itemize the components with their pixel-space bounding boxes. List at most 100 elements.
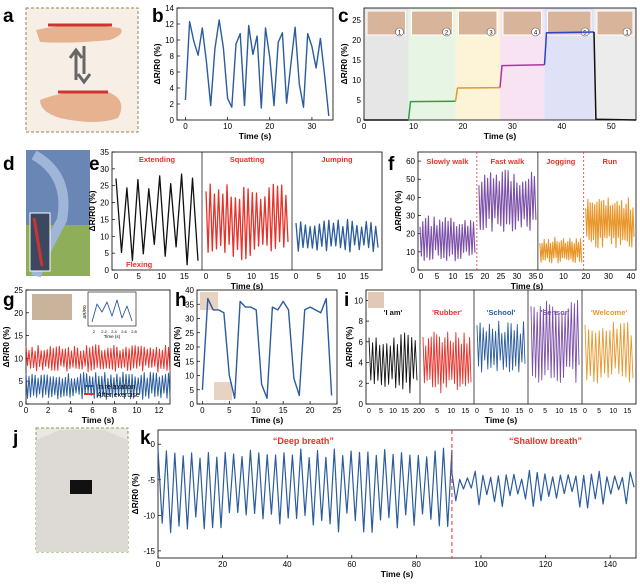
- wrist-photo: [32, 294, 72, 320]
- y-tick-label: 0: [411, 266, 416, 275]
- x-axis-title: Time (s): [484, 131, 517, 141]
- posture-number: 1: [398, 31, 402, 37]
- x-axis-title: Time (s): [231, 281, 264, 291]
- x-tick-label: 20: [480, 272, 489, 281]
- series-line-f: [539, 236, 583, 264]
- series-line-i: [422, 331, 472, 394]
- x-axis-title: Time (s): [239, 131, 272, 141]
- x-tick-label: 0: [421, 408, 425, 415]
- plot-frame: [363, 7, 637, 121]
- x-tick-label: 25: [496, 272, 505, 281]
- y-tick-label: 6: [170, 68, 175, 77]
- y-axis-title: ΔR/R0 (%): [344, 326, 354, 367]
- x-tick-label: 0: [114, 272, 119, 281]
- knee-photo: [26, 150, 90, 278]
- x-tick-label: 15: [515, 408, 523, 415]
- y-tick-label: 10: [352, 76, 361, 85]
- legend-label: After exercise: [97, 392, 140, 399]
- x-tick-label: 40: [557, 122, 566, 131]
- y-tick-label: 10: [14, 354, 23, 363]
- word-label: 'Sensor': [541, 308, 570, 317]
- panel-label-g: g: [3, 290, 15, 311]
- y-axis-title: ΔR/R0 (%): [393, 190, 403, 231]
- y-tick-label: 5: [190, 386, 195, 395]
- x-tick-label: 0: [200, 406, 205, 415]
- posture-number-badge: [531, 27, 540, 37]
- x-tick-label: 30: [307, 122, 316, 131]
- motion-label: Jogging: [546, 157, 576, 166]
- x-tick-label: 35: [528, 272, 537, 281]
- legend-label: In relaxation: [97, 384, 135, 391]
- x-tick-label: 140: [603, 560, 617, 569]
- inset-tick-label: 2.6: [121, 329, 127, 334]
- posture-number-badge: [442, 27, 451, 37]
- double-arrow-icon: [68, 46, 92, 85]
- y-tick-label: -15: [143, 547, 155, 556]
- x-tick-label: 8: [112, 406, 117, 415]
- word-label: 'I am': [384, 308, 403, 317]
- x-tick-label: 40: [283, 560, 292, 569]
- x-tick-label: 10: [501, 408, 509, 415]
- x-tick-label: 0: [475, 408, 479, 415]
- arm-photo: [596, 10, 634, 36]
- series-line-c: [543, 31, 595, 65]
- y-tick-label: 25: [352, 16, 361, 25]
- y-tick-label: 10: [406, 248, 415, 257]
- x-tick-label: 0: [529, 408, 533, 415]
- x-tick-label: 20: [265, 122, 274, 131]
- x-tick-label: 100: [474, 560, 488, 569]
- x-axis-title: Time (s): [381, 569, 414, 579]
- x-tick-label: 10: [447, 408, 455, 415]
- posture-number: 1: [625, 31, 629, 37]
- y-tick-label: 0: [357, 116, 362, 125]
- x-tick-label: 10: [252, 406, 261, 415]
- y-tick-label: 8: [170, 52, 175, 61]
- y-tick-label: 40: [406, 193, 415, 202]
- inset-x-label: Time (s): [104, 334, 121, 339]
- chart-h: 0 5 10 15 20 25 0 5 10 15 20 25 30 35 40 Time (s) ΔR/R0 …: [172, 286, 342, 425]
- x-axis-title: Time (s): [511, 281, 544, 291]
- x-tick-label: 2: [46, 406, 51, 415]
- x-tick-label: 5: [543, 408, 547, 415]
- x-tick-label: 20: [458, 122, 467, 131]
- y-tick-label: 5: [19, 377, 24, 386]
- y-tick-label: 35: [185, 300, 194, 309]
- series-line-h: [201, 297, 333, 399]
- chest-photo: [35, 427, 129, 553]
- panel-label-f: f: [388, 154, 395, 175]
- x-tick-label: 0: [204, 272, 209, 281]
- x-tick-label: 15: [623, 408, 631, 415]
- y-tick-label: 0: [105, 266, 110, 275]
- series-line-f: [585, 197, 635, 249]
- word-label: 'Rubber': [432, 308, 462, 317]
- x-tick-label: 15: [401, 408, 409, 415]
- y-tick-label: 0: [359, 400, 364, 409]
- y-tick-label: 25: [14, 286, 23, 295]
- annotation-deep: “Deep breath”: [273, 436, 334, 446]
- x-tick-label: 12: [154, 406, 163, 415]
- x-tick-label: 120: [539, 560, 553, 569]
- x-tick-label: 5: [435, 272, 440, 281]
- series-line-e: [205, 183, 289, 261]
- inset-tick-label: 2: [93, 329, 96, 334]
- y-tick-label: 0: [170, 116, 175, 125]
- posture-number-badge: [395, 27, 404, 37]
- y-axis-title: ΔR/R0 (%): [172, 326, 182, 367]
- y-tick-label: 30: [406, 212, 415, 221]
- y-tick-label: 40: [185, 286, 194, 295]
- motion-label: Slowly walk: [426, 157, 469, 166]
- y-tick-label: -5: [148, 476, 156, 485]
- y-tick-label: 20: [185, 343, 194, 352]
- y-tick-label: 15: [352, 56, 361, 65]
- x-tick-label: 25: [333, 406, 342, 415]
- y-tick-label: 2: [359, 379, 364, 388]
- word-label: 'School': [487, 308, 516, 317]
- x-tick-label: 30: [604, 272, 613, 281]
- chart-b: 0 10 20 30 0 2 4 6 8 10 12 14 Time (s) ΔR/R0 (%): [152, 4, 334, 141]
- x-tick-label: 20: [306, 406, 315, 415]
- x-tick-label: 10: [389, 408, 397, 415]
- panel-label-c: c: [338, 6, 349, 27]
- x-tick-label: 5: [435, 408, 439, 415]
- posture-number: 2: [445, 31, 449, 37]
